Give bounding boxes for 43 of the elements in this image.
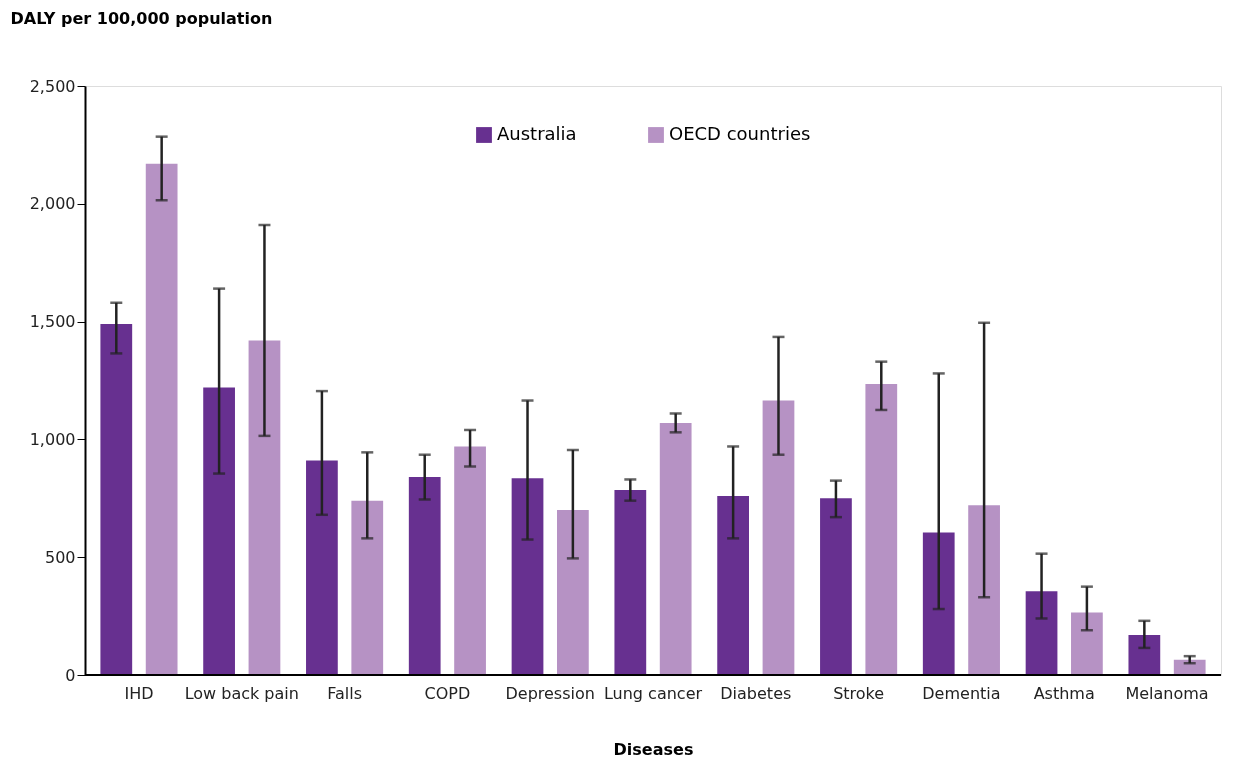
x-tick-label: Stroke — [833, 683, 885, 703]
bar — [145, 163, 178, 675]
y-axis-title: DALY per 100,000 population — [10, 8, 273, 28]
bar — [454, 446, 486, 675]
bar — [1025, 591, 1058, 675]
x-tick-label: Asthma — [1033, 683, 1095, 703]
x-tick-label: Melanoma — [1125, 683, 1209, 703]
legend-label: OECD countries — [669, 123, 811, 144]
bar — [100, 323, 133, 675]
bar — [248, 340, 281, 675]
bar — [351, 500, 384, 675]
x-tick-label: Falls — [327, 683, 362, 703]
bar — [820, 498, 852, 675]
bar — [511, 478, 544, 675]
x-tick-label: Dementia — [922, 683, 1001, 703]
bar — [408, 477, 441, 675]
y-tick-label: 1,500 — [29, 312, 76, 332]
legend-label: Australia — [497, 123, 577, 144]
bar — [306, 460, 338, 675]
bar — [968, 505, 1000, 675]
bar — [614, 490, 647, 675]
x-tick-label: IHD — [124, 683, 154, 703]
y-tick-label: 2,000 — [29, 194, 76, 214]
bar — [203, 387, 235, 675]
y-tick-label: 500 — [44, 547, 76, 567]
x-tick-label: COPD — [424, 683, 471, 703]
x-tick-label: Depression — [505, 683, 595, 703]
bar — [1071, 612, 1103, 675]
bar — [1128, 634, 1161, 675]
bar — [922, 532, 955, 675]
x-axis-title: Diseases — [613, 739, 694, 759]
y-tick-label: 0 — [65, 665, 76, 685]
x-tick-label: Lung cancer — [603, 683, 703, 703]
bar — [717, 495, 749, 675]
x-tick-label: Diabetes — [720, 683, 792, 703]
bar — [557, 510, 589, 675]
bar — [659, 422, 692, 675]
bar — [1173, 659, 1206, 675]
y-tick-label: 2,500 — [29, 76, 76, 96]
y-tick-label: 1,000 — [29, 429, 76, 449]
bar — [762, 400, 795, 675]
bar — [865, 384, 898, 675]
x-tick-label: Low back pain — [184, 683, 299, 703]
